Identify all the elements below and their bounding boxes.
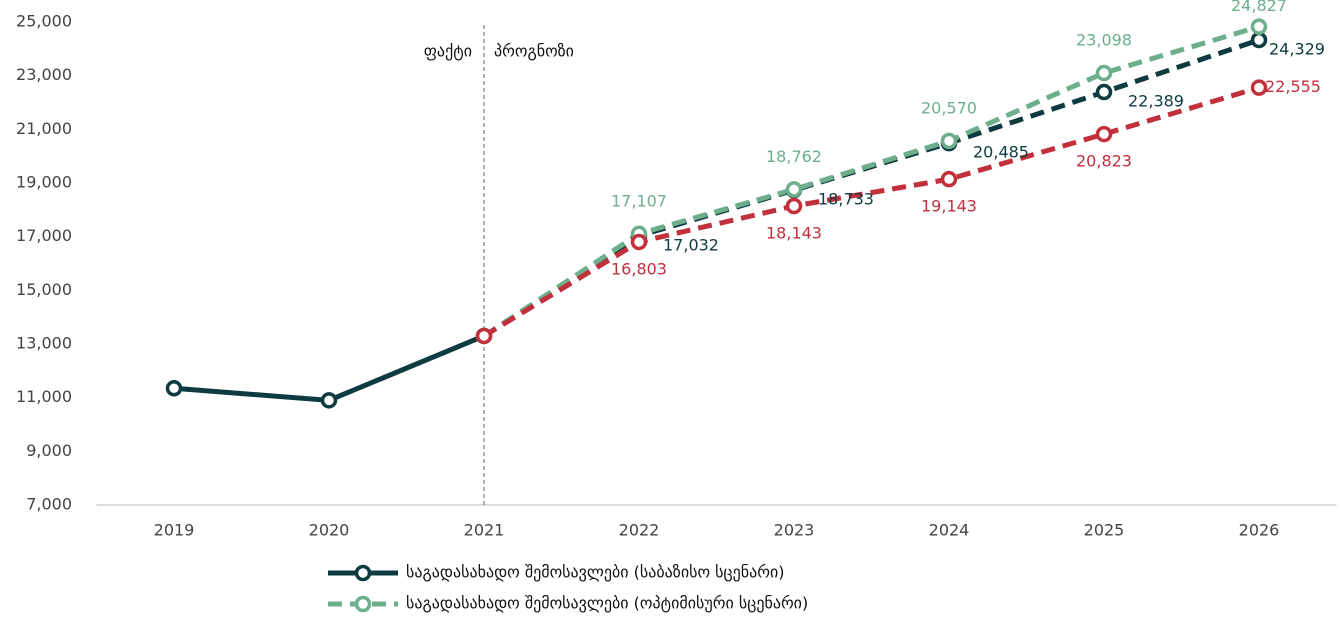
y-tick-label: 9,000 (26, 441, 72, 460)
data-label: 23,098 (1076, 31, 1132, 50)
forecast-line (482, 37, 1260, 339)
line (173, 333, 485, 403)
point (165, 380, 183, 397)
data-label: 20,485 (973, 143, 1029, 162)
data-label: 19,143 (921, 197, 977, 216)
y-tick-label: 7,000 (26, 495, 72, 514)
y-tick-label: 19,000 (16, 173, 72, 192)
point (1250, 31, 1268, 49)
point (475, 327, 493, 345)
x-tick-label: 2020 (309, 521, 350, 540)
data-label: 18,143 (766, 223, 822, 242)
forecast-line (482, 24, 1260, 339)
divider-right: პროგნოზი (494, 42, 574, 61)
point (320, 392, 338, 409)
point (940, 170, 958, 188)
divider-left: ფაქტი (424, 42, 472, 61)
data-label: 16,803 (611, 259, 667, 278)
point (1250, 18, 1268, 35)
point (785, 181, 803, 198)
y-tick-label: 13,000 (16, 334, 72, 353)
y-tick-label: 17,000 (16, 226, 72, 245)
x-tick-label: 2022 (619, 521, 660, 540)
data-label: 20,823 (1076, 152, 1132, 171)
data-label: 17,032 (663, 235, 719, 254)
data-label: 22,389 (1128, 92, 1184, 111)
point (1095, 64, 1113, 82)
legend-marker (354, 595, 372, 613)
x-tick-label: 2024 (929, 521, 970, 540)
y-tick-label: 23,000 (16, 65, 72, 84)
data-label: 24,329 (1269, 40, 1325, 59)
forecast-line (482, 85, 1260, 339)
x-tick-label: 2021 (464, 521, 505, 540)
point (1095, 125, 1113, 143)
data-label: 20,570 (921, 98, 977, 117)
data-label: 24,827 (1231, 0, 1287, 15)
point (940, 132, 958, 150)
x-tick-label: 2019 (154, 521, 195, 540)
legend-label: საგადასახადო შემოსავლები (საბაზისო სცენა… (406, 563, 784, 582)
legend-marker (354, 564, 372, 582)
y-tick-label: 15,000 (16, 280, 72, 299)
x-tick-label: 2026 (1239, 521, 1280, 540)
point (1250, 79, 1268, 96)
point (630, 233, 648, 251)
data-label: 18,733 (818, 190, 874, 209)
x-tick-label: 2025 (1084, 521, 1125, 540)
y-tick-label: 11,000 (16, 387, 72, 406)
point (1095, 83, 1113, 101)
point (785, 197, 803, 215)
legend-label: საგადასახადო შემოსავლები (ოპტიმისური სცე… (406, 594, 808, 613)
data-label: 18,762 (766, 147, 822, 166)
y-tick-label: 21,000 (16, 119, 72, 138)
data-label: 22,555 (1265, 77, 1321, 96)
data-label: 17,107 (611, 191, 667, 210)
x-tick-label: 2023 (774, 521, 815, 540)
y-tick-label: 25,000 (16, 12, 72, 31)
